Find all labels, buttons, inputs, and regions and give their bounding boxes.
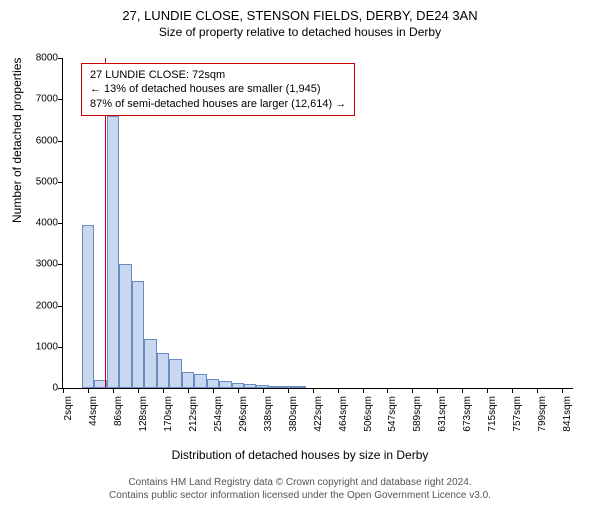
histogram-bar: [157, 353, 169, 388]
xtick-label: 380sqm: [288, 396, 299, 432]
xtick-mark: [437, 388, 438, 393]
histogram-bar: [269, 386, 281, 388]
xtick-label: 212sqm: [188, 396, 199, 432]
histogram-bar: [169, 359, 181, 388]
xtick-mark: [263, 388, 264, 393]
histogram-bar: [294, 386, 306, 388]
xtick-label: 841sqm: [562, 396, 573, 432]
chart-title-main: 27, LUNDIE CLOSE, STENSON FIELDS, DERBY,…: [0, 8, 600, 23]
y-axis-label: Number of detached properties: [10, 58, 24, 223]
xtick-label: 715sqm: [487, 396, 498, 432]
histogram-bar: [182, 372, 194, 389]
xtick-mark: [163, 388, 164, 393]
histogram-bar: [244, 384, 256, 388]
ytick-mark: [58, 306, 63, 307]
chart-title-sub: Size of property relative to detached ho…: [0, 25, 600, 39]
ytick-mark: [58, 264, 63, 265]
xtick-mark: [487, 388, 488, 393]
histogram-bar: [256, 385, 268, 388]
histogram-bar: [107, 116, 119, 388]
xtick-mark: [213, 388, 214, 393]
xtick-label: 2sqm: [63, 396, 74, 420]
histogram-bar: [281, 386, 293, 388]
xtick-mark: [188, 388, 189, 393]
xtick-mark: [562, 388, 563, 393]
chart-footer: Contains HM Land Registry data © Crown c…: [0, 476, 600, 502]
ytick-mark: [58, 58, 63, 59]
histogram-bar: [132, 281, 144, 388]
histogram-bar: [207, 379, 219, 388]
xtick-mark: [387, 388, 388, 393]
xtick-mark: [462, 388, 463, 393]
xtick-mark: [537, 388, 538, 393]
footer-line-2: Contains public sector information licen…: [0, 489, 600, 502]
xtick-mark: [288, 388, 289, 393]
xtick-label: 506sqm: [363, 396, 374, 432]
info-line-3: 87% of semi-detached houses are larger (…: [90, 97, 346, 111]
xtick-label: 44sqm: [88, 396, 99, 426]
ytick-label: 5000: [28, 176, 58, 187]
histogram-bar: [219, 381, 231, 388]
xtick-mark: [63, 388, 64, 393]
xtick-mark: [138, 388, 139, 393]
info-line-2: ← 13% of detached houses are smaller (1,…: [90, 82, 346, 96]
ytick-mark: [58, 182, 63, 183]
xtick-label: 296sqm: [238, 396, 249, 432]
xtick-mark: [88, 388, 89, 393]
histogram-bar: [119, 264, 131, 388]
xtick-mark: [113, 388, 114, 393]
chart-container: 27, LUNDIE CLOSE, STENSON FIELDS, DERBY,…: [0, 8, 600, 508]
xtick-mark: [238, 388, 239, 393]
xtick-label: 547sqm: [387, 396, 398, 432]
xtick-label: 170sqm: [163, 396, 174, 432]
xtick-mark: [313, 388, 314, 393]
ytick-label: 3000: [28, 259, 58, 270]
xtick-label: 338sqm: [263, 396, 274, 432]
xtick-mark: [412, 388, 413, 393]
xtick-label: 589sqm: [412, 396, 423, 432]
xtick-label: 631sqm: [437, 396, 448, 432]
footer-line-1: Contains HM Land Registry data © Crown c…: [0, 476, 600, 489]
xtick-label: 757sqm: [512, 396, 523, 432]
ytick-label: 8000: [28, 53, 58, 64]
ytick-mark: [58, 141, 63, 142]
xtick-mark: [512, 388, 513, 393]
ytick-mark: [58, 223, 63, 224]
histogram-bar: [194, 374, 206, 388]
xtick-label: 128sqm: [138, 396, 149, 432]
chart-plot-area: 27 LUNDIE CLOSE: 72sqm ← 13% of detached…: [62, 58, 573, 389]
xtick-label: 799sqm: [537, 396, 548, 432]
xtick-mark: [363, 388, 364, 393]
xtick-label: 464sqm: [338, 396, 349, 432]
ytick-label: 4000: [28, 218, 58, 229]
ytick-mark: [58, 99, 63, 100]
histogram-bar: [82, 225, 94, 388]
ytick-mark: [58, 347, 63, 348]
xtick-label: 254sqm: [213, 396, 224, 432]
histogram-bar: [232, 383, 244, 388]
histogram-bar: [144, 339, 156, 389]
x-axis-label: Distribution of detached houses by size …: [0, 448, 600, 462]
ytick-label: 2000: [28, 300, 58, 311]
xtick-label: 422sqm: [313, 396, 324, 432]
ytick-label: 7000: [28, 94, 58, 105]
ytick-label: 6000: [28, 135, 58, 146]
ytick-label: 1000: [28, 341, 58, 352]
xtick-label: 673sqm: [462, 396, 473, 432]
ytick-label: 0: [28, 383, 58, 394]
info-line-1: 27 LUNDIE CLOSE: 72sqm: [90, 68, 346, 82]
xtick-label: 86sqm: [113, 396, 124, 426]
xtick-mark: [338, 388, 339, 393]
info-box: 27 LUNDIE CLOSE: 72sqm ← 13% of detached…: [81, 63, 355, 116]
